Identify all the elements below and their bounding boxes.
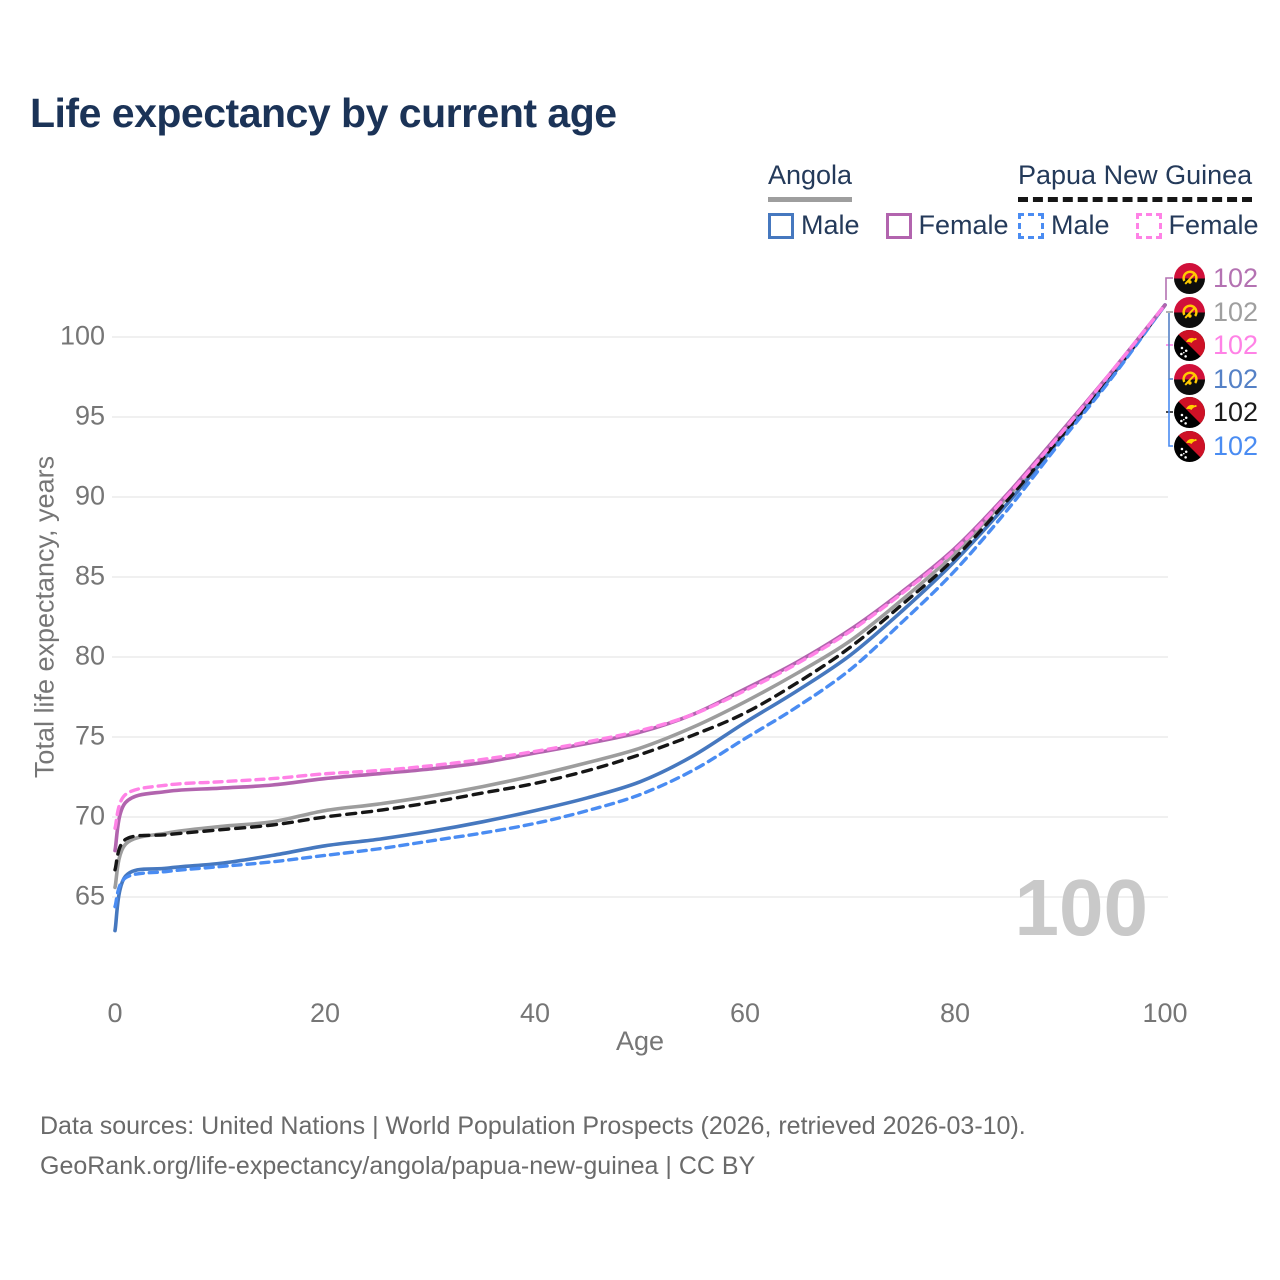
end-label: 102 [1174, 429, 1258, 463]
x-tick-label: 0 [107, 998, 123, 1028]
end-value: 102 [1213, 262, 1259, 293]
end-label: 102 [1174, 261, 1258, 295]
footer-source-line: Data sources: United Nations | World Pop… [40, 1112, 1026, 1140]
png-male-swatch [1018, 212, 1044, 239]
angola-flag-icon [1174, 263, 1205, 294]
png-female-swatch [1135, 212, 1162, 239]
end-value: 102 [1213, 363, 1259, 394]
png-flag-icon [1174, 330, 1205, 361]
end-label: 102 [1174, 295, 1258, 329]
legend-item-png-male[interactable]: Male [1018, 210, 1110, 241]
line-angola-male[interactable] [113, 303, 1167, 933]
end-label: 102 [1174, 362, 1258, 396]
png-flag-icon [1174, 431, 1205, 462]
angola-flag-icon [1174, 297, 1205, 328]
y-tick-label: 65 [74, 880, 105, 911]
end-value: 102 [1213, 430, 1259, 461]
end-label: 102 [1174, 395, 1258, 429]
angola-flag-icon [1174, 364, 1205, 395]
y-tick-label: 90 [74, 480, 105, 511]
png-flag-icon [1174, 397, 1205, 428]
end-label-connector [1168, 379, 1173, 447]
x-tick-label: 20 [309, 998, 341, 1028]
end-value: 102 [1213, 396, 1259, 427]
angola-male-swatch [768, 212, 794, 239]
end-label-connectors [1165, 277, 1173, 447]
y-tick-label: 85 [74, 560, 105, 591]
y-axis-title: Total life expectancy, years [29, 455, 60, 779]
legend-header-angola[interactable]: Angola [768, 160, 853, 202]
end-value: 102 [1213, 296, 1259, 327]
data-lines [113, 303, 1167, 933]
angola-female-swatch [885, 212, 912, 239]
line-papua-new-guinea-female[interactable] [113, 303, 1167, 830]
line-angola-female[interactable] [113, 303, 1167, 853]
x-tick-label: 100 [1142, 998, 1188, 1028]
y-tick-label: 75 [74, 720, 105, 751]
legend-label: Male [1051, 210, 1110, 240]
page-title: Life expectancy by current age [30, 90, 617, 136]
y-tick-label: 95 [74, 400, 105, 431]
footer: Data sources: United Nations | World Pop… [40, 1106, 1026, 1186]
end-label-connector [1168, 313, 1173, 380]
y-tick-label: 70 [74, 800, 105, 831]
legend-group-angola: Angola Male Female [768, 160, 1009, 241]
x-tick-label: 80 [939, 998, 971, 1028]
footer-url-line: GeoRank.org/life-expectancy/angola/papua… [40, 1152, 756, 1180]
line-papua-new-guinea-total[interactable] [113, 303, 1167, 872]
legend-item-png-female[interactable]: Female [1135, 210, 1259, 241]
x-axis-title: Age [615, 1026, 665, 1056]
legend-item-angola-male[interactable]: Male [768, 210, 860, 241]
y-tick-label: 80 [74, 640, 105, 671]
line-angola-total[interactable] [113, 303, 1167, 890]
watermark-age-counter: 100 [1014, 863, 1148, 952]
y-tick-label: 100 [59, 320, 105, 351]
legend-label: Female [918, 210, 1009, 240]
gridlines [112, 336, 1168, 898]
legend-label: Male [801, 210, 860, 240]
legend-group-papua-new-guinea: Papua New Guinea Male Female [1018, 160, 1259, 241]
legend-item-angola-female[interactable]: Female [885, 210, 1009, 241]
end-label: 102 [1174, 328, 1258, 362]
line-papua-new-guinea-male[interactable] [113, 303, 1167, 909]
legend-label: Female [1168, 210, 1259, 240]
x-tick-label: 60 [729, 998, 761, 1028]
end-label-connector [1165, 277, 1173, 300]
x-tick-label: 40 [519, 998, 551, 1028]
end-value: 102 [1213, 329, 1259, 360]
legend-header-papua-new-guinea[interactable]: Papua New Guinea [1018, 160, 1253, 202]
